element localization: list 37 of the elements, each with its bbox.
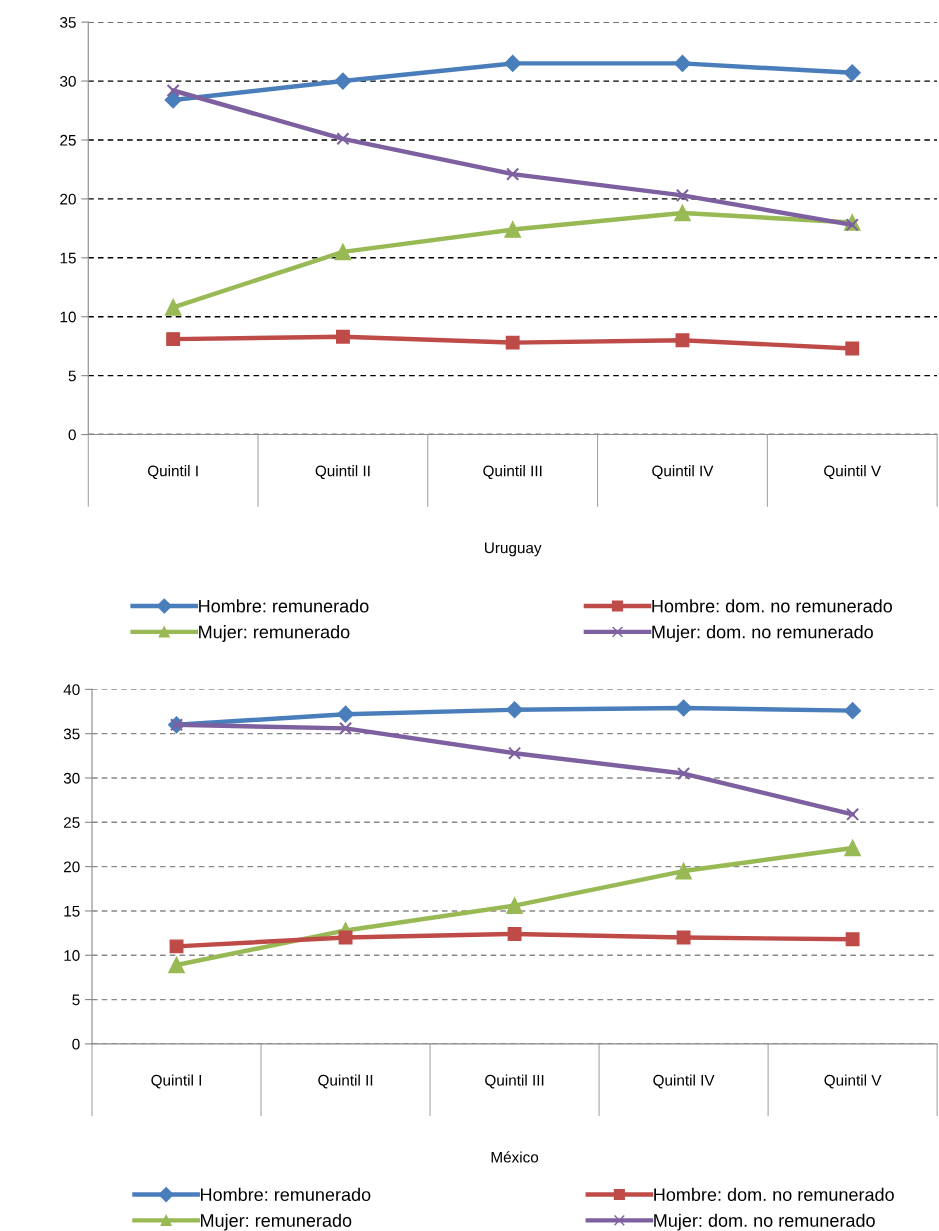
x-tick-label: Quintil IV bbox=[653, 1074, 715, 1089]
legend-label: Hombre: dom. no remunerado bbox=[654, 1187, 894, 1202]
x-tick-label: Quintil V bbox=[824, 465, 882, 480]
x-tick-label: Quintil II bbox=[318, 1074, 373, 1089]
y-tick-label: 5 bbox=[72, 994, 80, 1006]
x-tick-label: Quintil V bbox=[824, 1074, 882, 1089]
x-axis-title: México bbox=[491, 1151, 539, 1163]
y-tick-label: 40 bbox=[63, 684, 80, 696]
x-tick-label: Quintil I bbox=[147, 465, 198, 480]
y-tick-label: 15 bbox=[64, 905, 80, 917]
x-tick-label: Quintil II bbox=[315, 465, 370, 480]
legend-label: Hombre: dom. no remunerado bbox=[652, 599, 893, 613]
y-tick-label: 35 bbox=[60, 17, 76, 28]
y-tick-label: 30 bbox=[63, 772, 80, 784]
x-axis-title: Uruguay bbox=[485, 542, 542, 557]
y-tick-label: 10 bbox=[60, 311, 76, 323]
y-tick-label: 20 bbox=[60, 193, 76, 205]
legend-label: Hombre: remunerado bbox=[201, 1187, 371, 1202]
x-tick-label: Quintil I bbox=[151, 1074, 202, 1089]
y-tick-label: 25 bbox=[63, 817, 80, 828]
legend-label: Mujer: remunerado bbox=[199, 625, 350, 642]
y-tick-label: 35 bbox=[63, 728, 80, 740]
y-tick-label: 0 bbox=[72, 1038, 80, 1050]
x-tick-label: Quintil IV bbox=[652, 465, 714, 480]
y-tick-label: 10 bbox=[64, 950, 80, 961]
y-tick-label: 5 bbox=[68, 370, 76, 382]
x-tick-label: Quintil III bbox=[485, 1074, 544, 1089]
x-tick-label: Quintil III bbox=[483, 465, 542, 480]
y-tick-label: 25 bbox=[60, 134, 76, 146]
legend-label: Mujer: dom. no remunerado bbox=[652, 625, 873, 642]
legend-label: Hombre: remunerado bbox=[199, 599, 369, 613]
y-tick-label: 20 bbox=[63, 861, 80, 873]
legend-label: Mujer: dom. no remunerado bbox=[654, 1213, 875, 1231]
y-tick-label: 15 bbox=[60, 252, 76, 264]
legend-label: Mujer: remunerado bbox=[201, 1213, 352, 1231]
y-tick-label: 0 bbox=[68, 429, 76, 441]
y-tick-label: 30 bbox=[60, 75, 76, 87]
